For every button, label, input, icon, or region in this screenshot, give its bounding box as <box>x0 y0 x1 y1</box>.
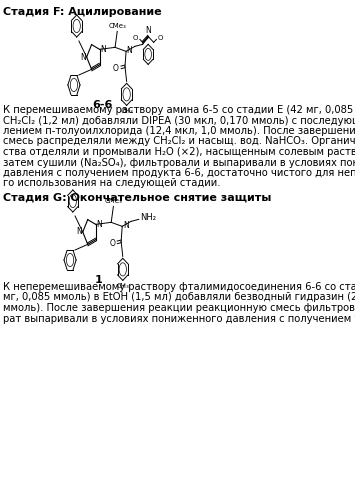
Text: O: O <box>113 64 119 73</box>
Text: O: O <box>109 239 115 248</box>
Text: рат выпаривали в условиях пониженного давления с получением указанного в: рат выпаривали в условиях пониженного да… <box>3 314 355 324</box>
Text: CMe₃: CMe₃ <box>108 24 126 30</box>
Text: N: N <box>127 46 132 55</box>
Text: лением п-толуоилхлорида (12,4 мкл, 1,0 ммоль). После завершения реакции: лением п-толуоилхлорида (12,4 мкл, 1,0 м… <box>3 126 355 136</box>
Text: затем сушили (Na₂SO₄), фильтровали и выпаривали в условиях пониженного: затем сушили (Na₂SO₄), фильтровали и вып… <box>3 158 355 168</box>
Text: N: N <box>80 52 86 62</box>
Text: N: N <box>100 45 106 54</box>
Text: N: N <box>145 26 151 36</box>
Text: давления с получением продукта 6-6, достаточно чистого для непосредственно-: давления с получением продукта 6-6, дост… <box>3 168 355 178</box>
Text: мг, 0,085 ммоль) в EtOH (1,5 мл) добавляли безводный гидразин (26 мкл, 0,85: мг, 0,085 ммоль) в EtOH (1,5 мл) добавля… <box>3 292 355 302</box>
Text: 1: 1 <box>94 275 102 285</box>
Text: Стадия F: Ацилирование: Стадия F: Ацилирование <box>3 7 162 17</box>
Text: CH₃: CH₃ <box>120 108 133 114</box>
Text: смесь распределяли между CH₂Cl₂ и насыщ. вод. NaHCO₃. Органические веще-: смесь распределяли между CH₂Cl₂ и насыщ.… <box>3 136 355 146</box>
Text: го использования на следующей стадии.: го использования на следующей стадии. <box>3 178 220 188</box>
Text: CH₂Cl₂ (1,2 мл) добавляли DIPEA (30 мкл, 0,170 ммоль) с последующим добав-: CH₂Cl₂ (1,2 мл) добавляли DIPEA (30 мкл,… <box>3 116 355 126</box>
Text: ммоль). После завершения реакции реакционную смесь фильтровали и фильт-: ммоль). После завершения реакции реакцио… <box>3 303 355 313</box>
Text: NH₂: NH₂ <box>141 213 157 222</box>
Text: N: N <box>96 220 102 229</box>
Text: N: N <box>76 228 82 236</box>
Text: O: O <box>158 36 163 42</box>
Text: К перемешиваемому раствору амина 6-5 со стадии Е (42 мг, 0,085 ммоль) в: К перемешиваемому раствору амина 6-5 со … <box>3 105 355 115</box>
Text: Стадия G: Окончательное снятие защиты: Стадия G: Окончательное снятие защиты <box>3 193 271 203</box>
Text: CH₃: CH₃ <box>116 284 129 290</box>
Text: ства отделяли и промывали H₂O (×2), насыщенным солевым раствором (×2),: ства отделяли и промывали H₂O (×2), насы… <box>3 147 355 157</box>
Text: CMe₃: CMe₃ <box>104 198 122 204</box>
Text: O: O <box>133 36 138 42</box>
Text: 6-6: 6-6 <box>92 100 112 110</box>
Text: N: N <box>123 221 129 230</box>
Text: К неперемешиваемому раствору фталимидосоединения 6-6 со стадии F (52: К неперемешиваемому раствору фталимидосо… <box>3 282 355 292</box>
